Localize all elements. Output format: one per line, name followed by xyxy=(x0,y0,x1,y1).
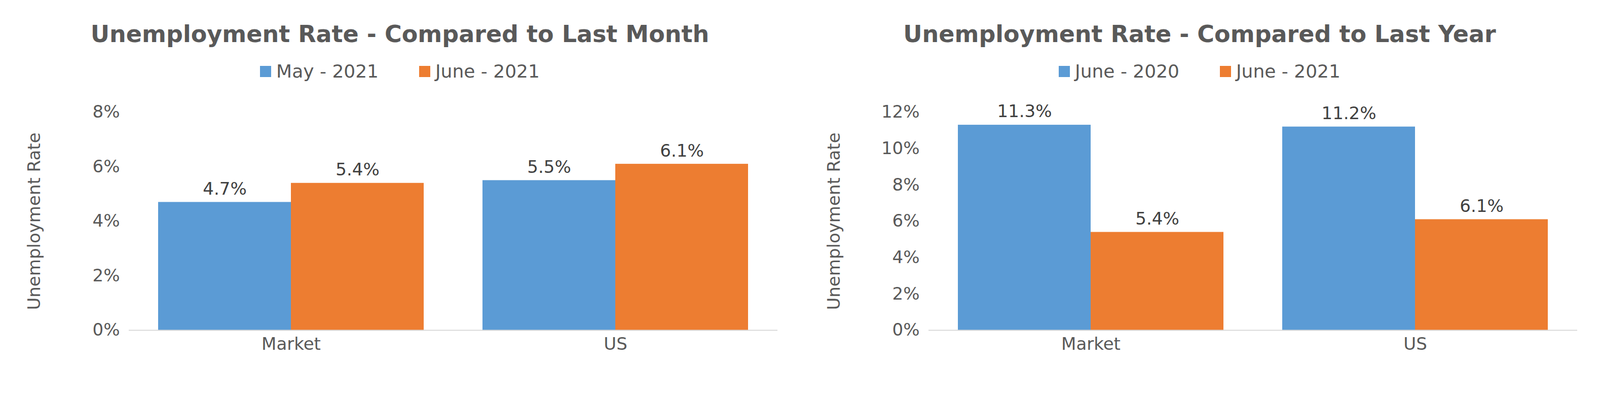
svg-text:8%: 8% xyxy=(892,174,920,195)
svg-text:6.1%: 6.1% xyxy=(659,140,704,161)
svg-text:6.1%: 6.1% xyxy=(1459,195,1504,216)
svg-text:4.7%: 4.7% xyxy=(202,178,247,199)
html-text:May - 2021: May - 2021 xyxy=(276,60,379,82)
svg-text:6%: 6% xyxy=(892,210,920,231)
svg-text:5.5%: 5.5% xyxy=(527,156,571,177)
html-text:Unemployment Rate - Compared t: Unemployment Rate - Compared to Last Yea… xyxy=(903,20,1497,48)
svg-text:11.3%: 11.3% xyxy=(996,100,1052,122)
svg-text:6%: 6% xyxy=(92,156,121,177)
svg-text:4%: 4% xyxy=(92,210,121,231)
svg-text:US: US xyxy=(1403,333,1427,354)
svg-text:5.4%: 5.4% xyxy=(1135,208,1179,229)
html-text:Unemployment Rate - Compared t: Unemployment Rate - Compared to Last Mon… xyxy=(90,20,710,48)
svg-text:Unemployment Rate: Unemployment Rate xyxy=(823,132,844,310)
svg-text:0%: 0% xyxy=(892,319,920,340)
svg-text:US: US xyxy=(603,333,627,354)
svg-text:Market: Market xyxy=(261,333,321,354)
svg-text:Market: Market xyxy=(1061,333,1121,354)
svg-text:2%: 2% xyxy=(92,265,121,286)
svg-text:12%: 12% xyxy=(881,101,920,122)
svg-text:10%: 10% xyxy=(881,137,920,159)
html-text:June - 2021: June - 2021 xyxy=(1236,60,1341,82)
svg-text:8%: 8% xyxy=(92,101,121,122)
svg-text:0%: 0% xyxy=(92,319,121,340)
svg-text:4%: 4% xyxy=(892,246,920,268)
svg-text:2%: 2% xyxy=(892,283,920,304)
svg-text:11.2%: 11.2% xyxy=(1321,102,1376,124)
svg-text:Unemployment Rate: Unemployment Rate xyxy=(23,132,45,310)
svg-text:5.4%: 5.4% xyxy=(335,159,380,180)
html-text:June - 2021: June - 2021 xyxy=(435,60,540,82)
html-text:June - 2020: June - 2020 xyxy=(1074,60,1180,82)
